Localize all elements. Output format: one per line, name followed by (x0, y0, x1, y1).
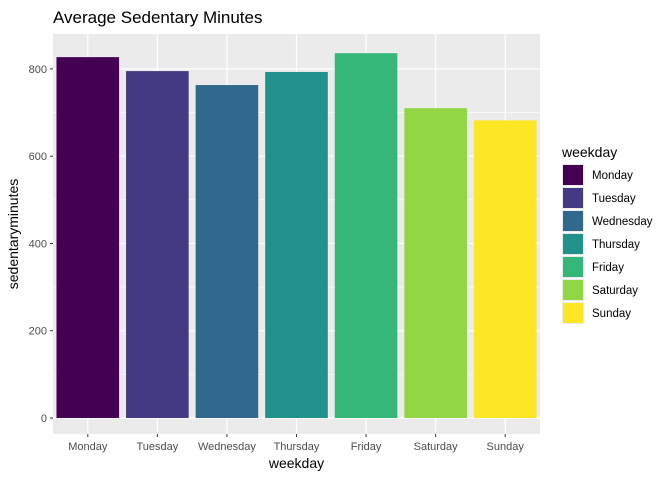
bar-tuesday (126, 71, 189, 418)
y-tick-label: 0 (41, 413, 47, 425)
legend-swatch-saturday (563, 280, 583, 300)
x-tick-label: Monday (68, 441, 108, 453)
legend-swatch-tuesday (563, 188, 583, 208)
bar-thursday (265, 71, 328, 419)
legend-swatch-sunday (563, 303, 583, 323)
legend-label-wednesday: Wednesday (592, 216, 653, 228)
y-tick-label: 200 (29, 326, 47, 338)
x-tick-label: Saturday (414, 441, 459, 453)
x-tick-label: Friday (351, 441, 382, 453)
legend-title: weekday (561, 144, 617, 160)
bar-sunday (473, 120, 537, 419)
bar-saturday (404, 108, 467, 418)
legend-swatch-friday (563, 257, 583, 277)
axes: 0 200 400 600 800 Monday Tuesday Wednesday Thurs… (29, 64, 525, 453)
x-axis-title: weekday (268, 455, 324, 471)
legend-label-friday: Friday (592, 262, 624, 274)
bar-friday (334, 53, 398, 418)
x-tick-label: Thursday (274, 441, 320, 453)
legend-swatch-monday (563, 165, 583, 185)
legend-label-monday: Monday (592, 170, 633, 182)
bar-monday (56, 57, 120, 419)
y-axis-title: sedentaryminutes (5, 179, 21, 290)
chart-title: Average Sedentary Minutes (53, 8, 262, 27)
legend-swatch-thursday (563, 234, 583, 254)
y-tick-label: 800 (29, 64, 47, 76)
legend-swatch-wednesday (563, 211, 583, 231)
legend: weekday Monday Tuesday Wednesday Thursday Fr… (561, 144, 653, 324)
bar-wednesday (195, 85, 259, 419)
legend-label-thursday: Thursday (592, 239, 640, 251)
legend-label-sunday: Sunday (592, 308, 631, 320)
y-tick-label: 400 (29, 238, 47, 250)
x-tick-label: Sunday (487, 441, 525, 453)
legend-label-saturday: Saturday (592, 285, 638, 297)
y-tick-label: 600 (29, 151, 47, 163)
bars (56, 53, 537, 419)
legend-label-tuesday: Tuesday (592, 193, 636, 205)
x-tick-label: Wednesday (198, 441, 256, 453)
x-tick-label: Tuesday (136, 441, 178, 453)
